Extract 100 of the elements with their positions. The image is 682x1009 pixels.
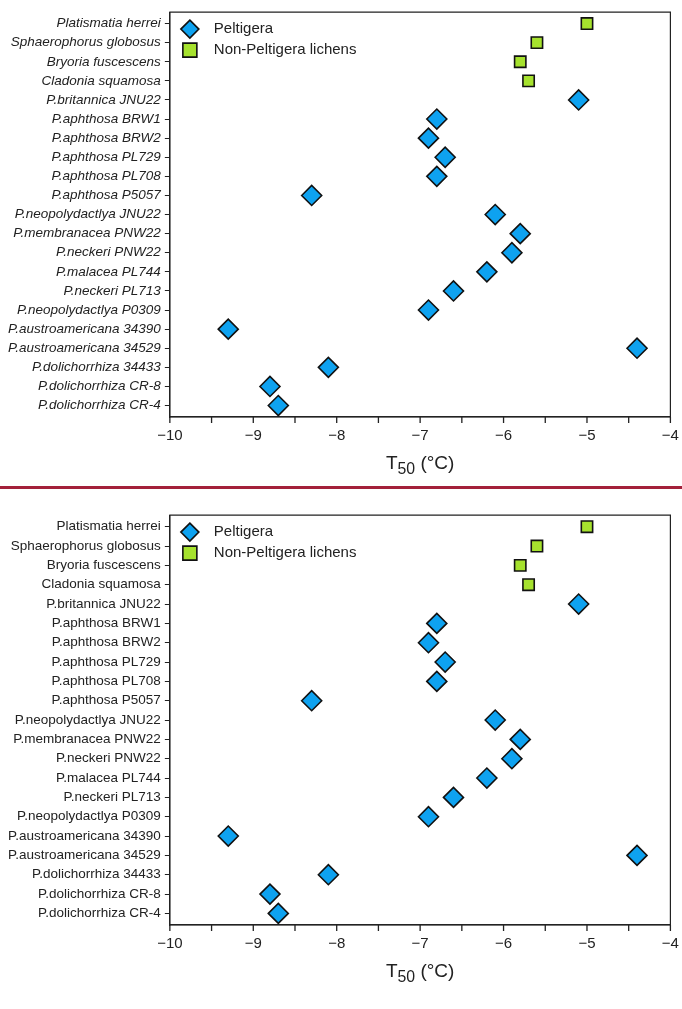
point (426, 612, 448, 635)
point (417, 805, 440, 828)
point (522, 74, 536, 88)
y-tick-label: P.aphthosa BRW2 (51, 129, 162, 145)
point (417, 127, 440, 149)
y-tick-label: Cladonia squamosa (41, 72, 162, 88)
y-tick-label: P.dolichorrhiza 34433 (32, 866, 161, 882)
point (417, 631, 440, 654)
y-tick-label: P.dolichorrhiza CR-8 (38, 378, 162, 394)
y-tick-label: P.dolichorrhiza CR-8 (38, 885, 161, 901)
x-tick-label: −4 (661, 934, 679, 952)
x-tick-label: −5 (578, 426, 596, 444)
legend-label: Non-Peltigera lichens (213, 40, 357, 58)
y-tick-label: P.neopolydactlya P0309 (16, 301, 162, 317)
point (259, 375, 281, 398)
point (567, 89, 590, 111)
x-tick-label: −10 (157, 934, 183, 952)
point (217, 825, 240, 847)
x-axis-title: T$_{50}$ (°C) (385, 452, 455, 478)
y-tick-label: Bryoria fuscescens (46, 53, 162, 69)
y-tick-label: P.dolichorrhiza 34433 (32, 359, 162, 375)
point (626, 337, 648, 360)
y-tick-label: P.aphthosa P5057 (51, 187, 162, 203)
point (317, 356, 340, 379)
point (530, 36, 544, 50)
y-tick-label: P.britannica JNU22 (46, 91, 162, 107)
point (426, 165, 448, 188)
x-tick-label: −6 (495, 426, 513, 444)
y-tick-label: P.aphthosa P5057 (51, 692, 161, 708)
y-tick-label: P.neopolydactlya P0309 (16, 808, 161, 824)
point (434, 651, 456, 673)
y-tick-label: P.neopolydactlya JNU22 (14, 206, 162, 222)
legend-label: Peltigera (213, 19, 274, 37)
x-tick-label: −9 (244, 426, 262, 444)
y-tick-label: P.malacea PL744 (56, 263, 161, 279)
point (580, 520, 594, 534)
y-tick-label: P.aphthosa PL708 (51, 673, 161, 689)
y-tick-label: P.neckeri PNW22 (56, 750, 161, 766)
y-tick-label: P.neopolydactlya JNU22 (14, 711, 161, 727)
point (509, 728, 532, 751)
y-tick-label: P.aphthosa PL729 (51, 149, 162, 164)
point (484, 203, 507, 226)
x-tick-label: −10 (157, 426, 183, 444)
y-tick-label: Platismatia herrei (56, 15, 162, 31)
point (217, 318, 240, 340)
y-tick-label: Platismatia herrei (56, 518, 161, 534)
point (522, 578, 536, 592)
y-tick-label: P.membranacea PNW22 (13, 225, 162, 241)
x-tick-label: −7 (411, 934, 429, 952)
point (426, 670, 448, 693)
y-tick-label: Sphaerophorus globosus (10, 34, 162, 50)
y-tick-label: P.membranacea PNW22 (13, 731, 161, 747)
x-tick-label: −4 (661, 426, 679, 444)
x-axis-title: T$_{50}$ (°C) (385, 960, 455, 986)
legend-label: Peltigera (213, 522, 274, 540)
point (300, 184, 323, 207)
point (580, 17, 594, 31)
x-tick-label: −8 (328, 426, 346, 444)
point (267, 394, 290, 417)
y-tick-label: Bryoria fuscescens (46, 557, 162, 573)
y-tick-label: Sphaerophorus globosus (10, 537, 162, 553)
point (484, 709, 507, 731)
y-tick-label: P.austroamericana 34390 (8, 827, 161, 843)
point (567, 593, 590, 615)
point (626, 844, 648, 867)
point (530, 539, 544, 553)
point (259, 883, 281, 905)
y-tick-label: P.neckeri PL713 (63, 789, 161, 805)
y-tick-label: P.aphthosa BRW2 (51, 634, 161, 650)
point (317, 863, 340, 886)
point (442, 280, 465, 302)
y-tick-label: P.aphthosa BRW1 (51, 110, 161, 126)
y-tick-label: P.neckeri PL713 (63, 282, 162, 298)
y-tick-label: P.britannica JNU22 (46, 595, 161, 611)
x-tick-label: −5 (578, 934, 596, 952)
y-tick-label: P.austroamericana 34529 (8, 339, 162, 355)
x-tick-label: −7 (411, 426, 429, 444)
y-tick-label: P.neckeri PNW22 (56, 244, 162, 260)
point (513, 558, 527, 572)
point (442, 786, 465, 809)
y-tick-label: P.malacea PL744 (56, 769, 162, 785)
y-tick-label: P.aphthosa PL708 (51, 168, 162, 184)
x-tick-label: −6 (495, 934, 513, 952)
point (509, 222, 532, 245)
point (476, 767, 498, 789)
point (501, 241, 523, 264)
point (476, 261, 498, 283)
x-tick-label: −9 (244, 934, 262, 952)
y-tick-label: P.aphthosa PL729 (51, 653, 161, 669)
point (426, 108, 448, 130)
x-tick-label: −8 (328, 934, 346, 952)
point (267, 902, 290, 925)
point (501, 747, 523, 770)
point (300, 689, 323, 712)
point (417, 299, 440, 321)
point (434, 146, 456, 169)
y-tick-label: P.dolichorrhiza CR-4 (38, 905, 162, 921)
y-tick-label: P.austroamericana 34529 (8, 847, 161, 863)
y-tick-label: P.aphthosa BRW1 (51, 615, 161, 631)
y-tick-label: P.austroamericana 34390 (8, 320, 162, 336)
